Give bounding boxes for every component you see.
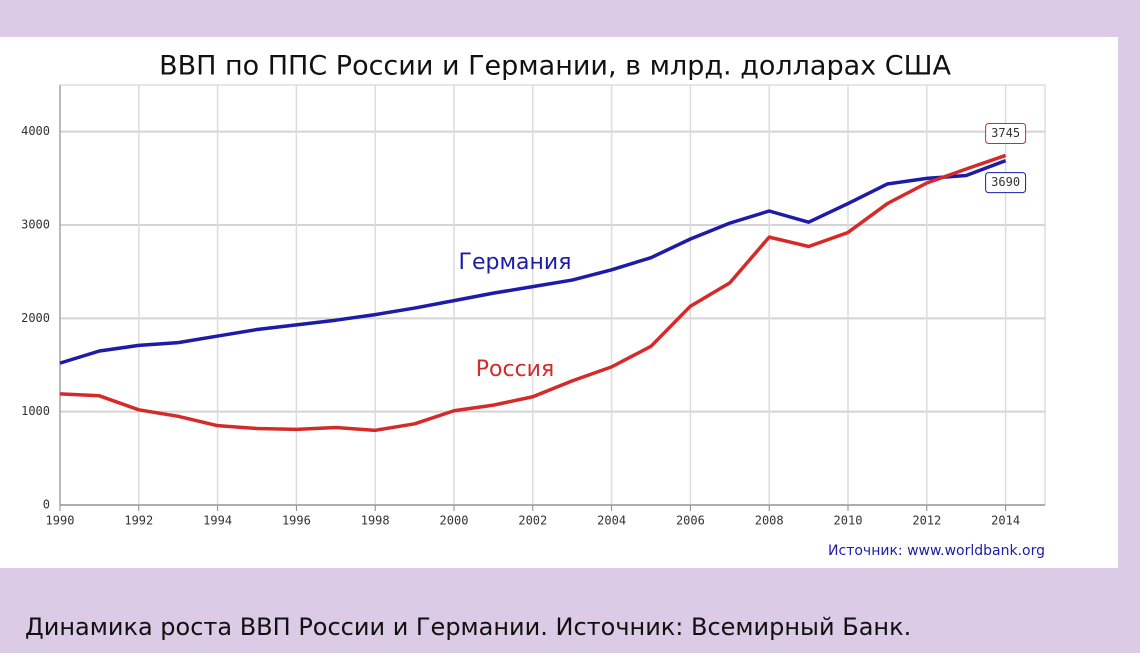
x-tick-label: 1990 xyxy=(46,514,75,528)
x-tick-label: 2006 xyxy=(676,514,705,528)
series-line xyxy=(59,158,1007,365)
plot: 0 1000 2000 3000 4000 1990 1992 1994 1996 1998 200… xyxy=(21,84,1046,528)
x-tick-label: 1996 xyxy=(282,514,311,528)
y-tick-label: 2000 xyxy=(21,311,50,325)
series-label: Германия xyxy=(459,250,572,275)
x-tick-label: 2008 xyxy=(755,514,784,528)
x-tick-label: 2002 xyxy=(518,514,547,528)
y-tick-label: 3000 xyxy=(21,218,50,232)
y-tick-label: 1000 xyxy=(21,404,50,418)
source-note: Источник: www.worldbank.org xyxy=(828,543,1045,559)
y-tick-label: 4000 xyxy=(21,124,50,138)
series-line xyxy=(59,153,1007,433)
x-tick-label: 1992 xyxy=(124,514,153,528)
series-label: Россия xyxy=(476,357,554,382)
end-label-box xyxy=(985,172,1027,194)
y-tick-label: 0 xyxy=(43,498,50,512)
x-tick-label: 2010 xyxy=(834,514,863,528)
x-tick-label: 2014 xyxy=(991,514,1020,528)
chart-background xyxy=(0,37,1118,568)
caption: Динамика роста ВВП России и Германии. Ис… xyxy=(25,613,911,641)
end-label: 3745 xyxy=(991,126,1020,140)
end-label-box xyxy=(985,122,1027,144)
chart-title: ВВП по ППС России и Германии, в млрд. до… xyxy=(159,51,951,82)
x-tick-label: 2004 xyxy=(597,514,626,528)
end-label: 3690 xyxy=(991,175,1020,189)
x-tick-label: 1994 xyxy=(203,514,232,528)
x-tick-label: 2000 xyxy=(440,514,469,528)
x-tick-label: 1998 xyxy=(361,514,390,528)
x-tick-label: 2012 xyxy=(912,514,941,528)
